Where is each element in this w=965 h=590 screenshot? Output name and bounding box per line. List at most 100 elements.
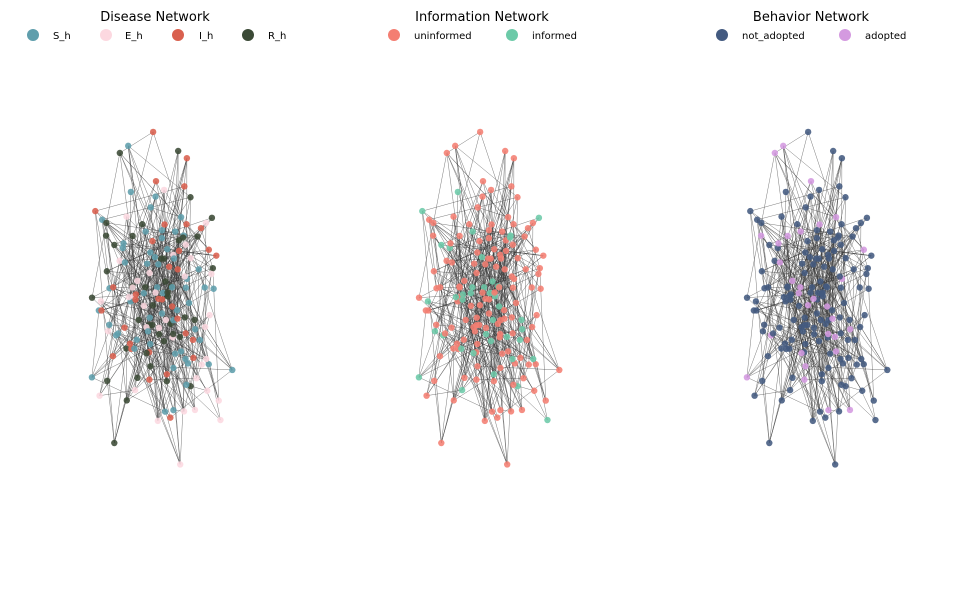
network-edge (810, 257, 846, 293)
network-edge (459, 235, 560, 371)
network-edge (805, 207, 823, 382)
network-node (870, 397, 877, 404)
network-node (759, 328, 767, 335)
network-node (448, 324, 455, 331)
network-edge (186, 268, 214, 385)
network-node (452, 293, 460, 301)
network-edge (488, 158, 515, 259)
network-node (163, 371, 171, 378)
network-node (476, 321, 483, 329)
network-node (143, 349, 150, 357)
network-node (872, 416, 879, 424)
network-node (826, 350, 834, 357)
network-node (775, 240, 782, 247)
network-node (168, 303, 176, 310)
network-node (476, 128, 484, 136)
network-node (802, 340, 809, 348)
network-node (840, 299, 848, 307)
network-node (835, 408, 843, 415)
network-node (860, 246, 868, 253)
network-node (430, 268, 438, 275)
network-node (531, 387, 538, 394)
network-edge (854, 339, 888, 371)
network-edge (787, 287, 841, 360)
network-node (146, 314, 153, 321)
network-node (132, 291, 140, 298)
network-node (443, 149, 451, 157)
network-edge (95, 210, 206, 328)
network-node (806, 253, 814, 261)
network-edge (454, 145, 490, 231)
network-node (102, 232, 110, 239)
network-node (146, 269, 153, 277)
network-node (147, 340, 154, 348)
network-node (429, 232, 437, 239)
network-node (788, 336, 796, 343)
network-node (170, 364, 177, 372)
network-edge (461, 348, 486, 421)
network-edge (157, 339, 194, 421)
network-node (140, 302, 148, 310)
network-node (743, 374, 751, 381)
network-edge (102, 197, 191, 220)
network-node (441, 330, 449, 337)
network-edge (428, 224, 470, 311)
network-edge (816, 158, 843, 259)
network-edge (746, 231, 801, 378)
network-edge (841, 224, 867, 275)
network-edge (476, 320, 501, 380)
behavior-network-legend: not_adopted adopted (716, 29, 906, 42)
network-node (787, 296, 794, 303)
network-edge (781, 324, 808, 401)
network-node (820, 263, 828, 270)
network-edge (513, 268, 541, 385)
network-node (825, 406, 832, 414)
network-node (458, 386, 466, 394)
network-node (152, 289, 159, 296)
network-edge (95, 211, 110, 289)
network-edge (813, 158, 843, 299)
network-edge (158, 334, 196, 411)
network-node (518, 406, 526, 414)
network-edge (134, 348, 185, 412)
network-edge (456, 158, 515, 344)
network-edge (129, 158, 188, 344)
network-node (784, 232, 791, 240)
network-node (801, 376, 808, 383)
network-edge (767, 305, 809, 357)
network-node (172, 228, 179, 235)
network-edge (760, 235, 833, 319)
network-node (850, 266, 857, 273)
network-node (535, 270, 542, 278)
network-edge (102, 219, 173, 288)
network-edge (166, 254, 174, 375)
network-edge (164, 358, 186, 412)
network-node (196, 336, 204, 344)
network-node (518, 316, 525, 324)
network-edge (807, 131, 860, 288)
network-edge (838, 339, 856, 412)
network-edge (804, 320, 829, 380)
network-edge (178, 240, 214, 289)
network-edge (134, 319, 139, 349)
network-edge (433, 235, 511, 272)
network-edge (798, 293, 840, 412)
network-edge (137, 353, 147, 378)
network-node (503, 461, 511, 468)
network-edge (804, 272, 815, 328)
network-node (816, 221, 823, 228)
network-edge (477, 207, 495, 382)
disease-network-panel: Disease Network S_h E_h I_h R_h (27, 10, 286, 468)
network-node (144, 328, 152, 335)
network-node (436, 352, 444, 360)
network-edge (750, 211, 770, 444)
network-node (494, 414, 501, 421)
network-node (510, 154, 518, 162)
network-node (470, 349, 477, 357)
network-edge (750, 211, 765, 289)
legend-marker-not-adopted (716, 29, 728, 41)
network-node (461, 277, 468, 285)
network-node (532, 361, 539, 368)
network-node (443, 257, 450, 265)
